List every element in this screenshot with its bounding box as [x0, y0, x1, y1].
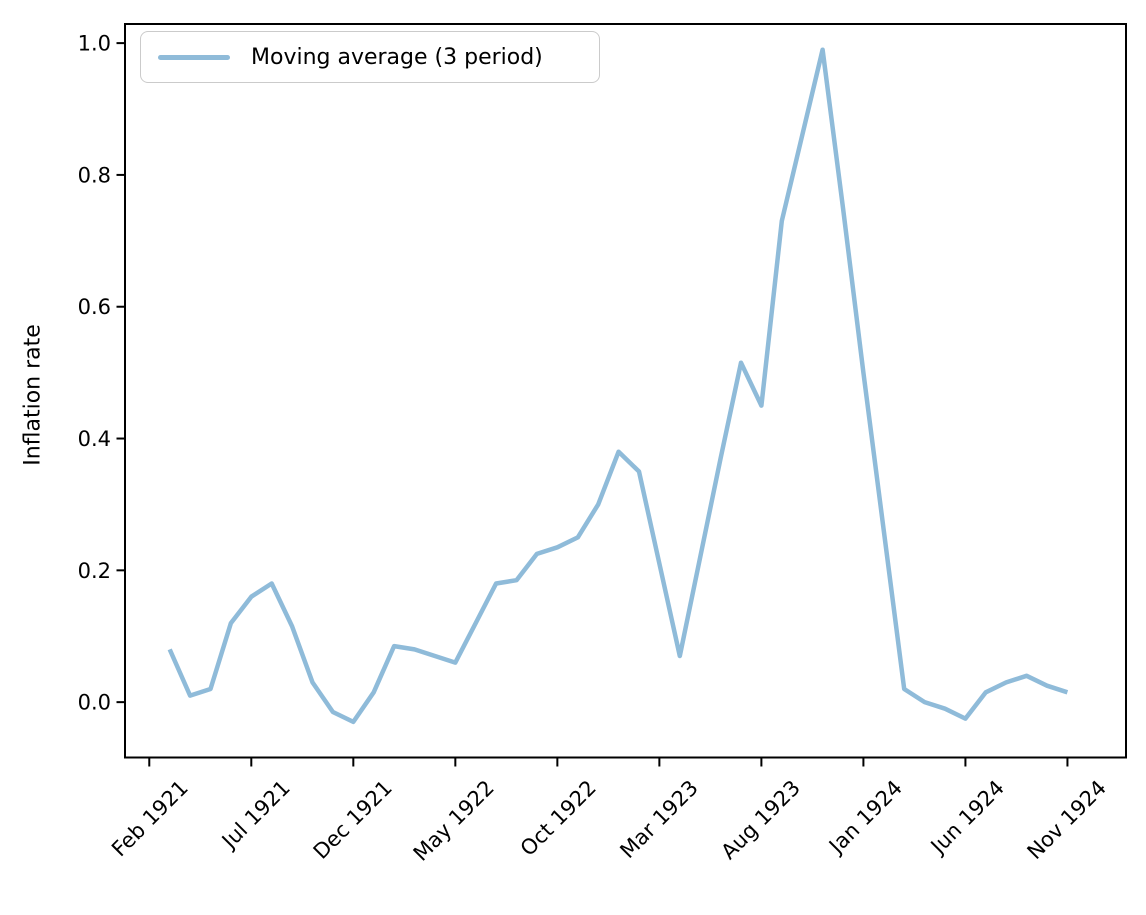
x-tick-label: Jun 1924 [925, 776, 1009, 860]
x-tick-label: Feb 1921 [107, 776, 193, 862]
y-tick-label: 0.4 [78, 427, 111, 451]
legend: Moving average (3 period) [140, 31, 600, 83]
y-tick-label: 1.0 [78, 32, 111, 56]
plot-border [124, 23, 1127, 759]
x-tick-label: Oct 1922 [516, 776, 601, 861]
y-tick-label: 0.2 [78, 559, 111, 583]
y-axis-title: Inflation rate [20, 324, 46, 466]
x-tick-label: Mar 1923 [615, 776, 703, 864]
y-tick-label: 0.0 [78, 691, 111, 715]
y-tick-label: 0.8 [78, 163, 111, 187]
y-tick-label: 0.6 [78, 295, 111, 319]
x-tick-label: Nov 1924 [1023, 776, 1111, 864]
moving-average-line [167, 47, 1069, 725]
x-tick-label: Jul 1921 [216, 776, 295, 855]
x-tick-label: May 1922 [409, 776, 499, 866]
x-tick-label: Dec 1921 [309, 776, 397, 864]
x-tick-label: Aug 1923 [716, 776, 804, 864]
legend-label: Moving average (3 period) [251, 44, 543, 70]
legend-line-swatch [158, 54, 230, 60]
x-tick-label: Jan 1924 [823, 776, 907, 860]
